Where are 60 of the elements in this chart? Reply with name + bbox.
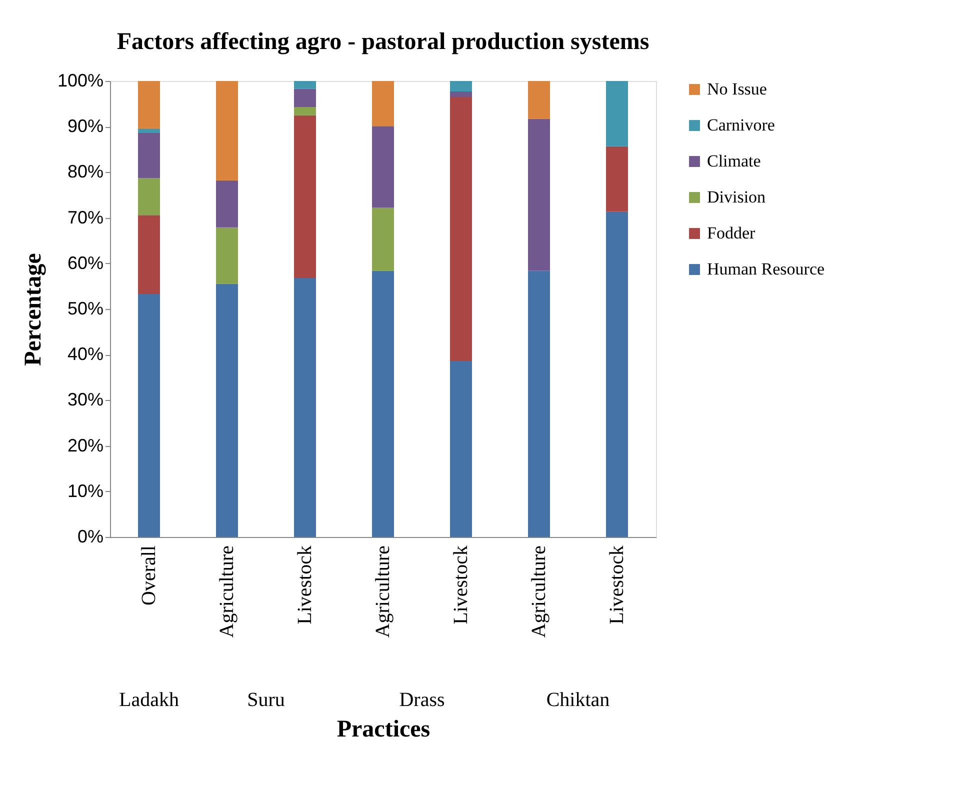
x-tick-label: Agriculture xyxy=(372,545,394,638)
bar xyxy=(528,118,550,271)
y-tick-label: 0% xyxy=(77,526,104,546)
chart-title: Factors affecting agro - pastoral production systems xyxy=(116,29,650,55)
bar xyxy=(294,88,316,107)
x-tick-label: Livestock xyxy=(450,546,472,624)
y-tick-label: 10% xyxy=(67,480,104,501)
y-tick-label: 50% xyxy=(67,298,104,318)
y-tick-label: 20% xyxy=(67,435,104,456)
legend-label: Climate xyxy=(707,152,761,170)
bar xyxy=(450,91,472,97)
bar xyxy=(372,126,394,208)
bar xyxy=(216,284,238,537)
bar xyxy=(294,115,316,278)
x-tick-label: Agriculture xyxy=(216,545,238,638)
bar xyxy=(138,128,160,133)
text: Ladakh xyxy=(119,689,179,711)
bar xyxy=(138,294,160,537)
legend-label: Carnivore xyxy=(707,116,775,134)
bar xyxy=(372,270,394,537)
y-tick-label: 90% xyxy=(67,116,104,136)
y-tick-label: 80% xyxy=(67,162,104,182)
y-tick-label: 40% xyxy=(67,344,104,364)
y-tick-label: 30% xyxy=(67,390,104,410)
x-tick-label: Livestock xyxy=(606,546,628,624)
bar xyxy=(372,81,394,126)
bar xyxy=(294,106,316,116)
bar xyxy=(450,81,472,92)
bar xyxy=(372,208,394,271)
x-tick-label: Agriculture xyxy=(528,545,550,638)
text: Chiktan xyxy=(546,689,610,711)
bar xyxy=(138,215,160,294)
bar xyxy=(216,180,238,228)
legend-label: Division xyxy=(707,188,766,206)
text: Drass xyxy=(399,689,445,711)
x-tick-label: Overall xyxy=(138,545,160,606)
bar xyxy=(528,270,550,537)
x-tick-label: Livestock xyxy=(294,546,316,624)
bar xyxy=(450,360,472,537)
legend-label: Human Resource xyxy=(707,260,825,278)
bar xyxy=(294,81,316,89)
bar xyxy=(528,81,550,119)
x-axis-title: Practices xyxy=(336,716,430,743)
bar xyxy=(606,81,628,146)
legend-label: Fodder xyxy=(707,224,756,242)
y-axis-title: Percentage xyxy=(20,252,46,366)
bar xyxy=(216,227,238,284)
bar xyxy=(138,132,160,178)
bar xyxy=(450,96,472,361)
legend-label: No Issue xyxy=(707,80,767,98)
bar xyxy=(606,146,628,212)
bar xyxy=(216,81,238,180)
y-tick-label: 70% xyxy=(67,207,104,228)
bar xyxy=(138,178,160,216)
bar xyxy=(294,278,316,537)
y-tick-label: 60% xyxy=(67,252,104,273)
text: Suru xyxy=(247,689,285,711)
bar xyxy=(606,211,628,537)
bar xyxy=(138,81,160,128)
y-tick-label: 100% xyxy=(57,70,104,90)
